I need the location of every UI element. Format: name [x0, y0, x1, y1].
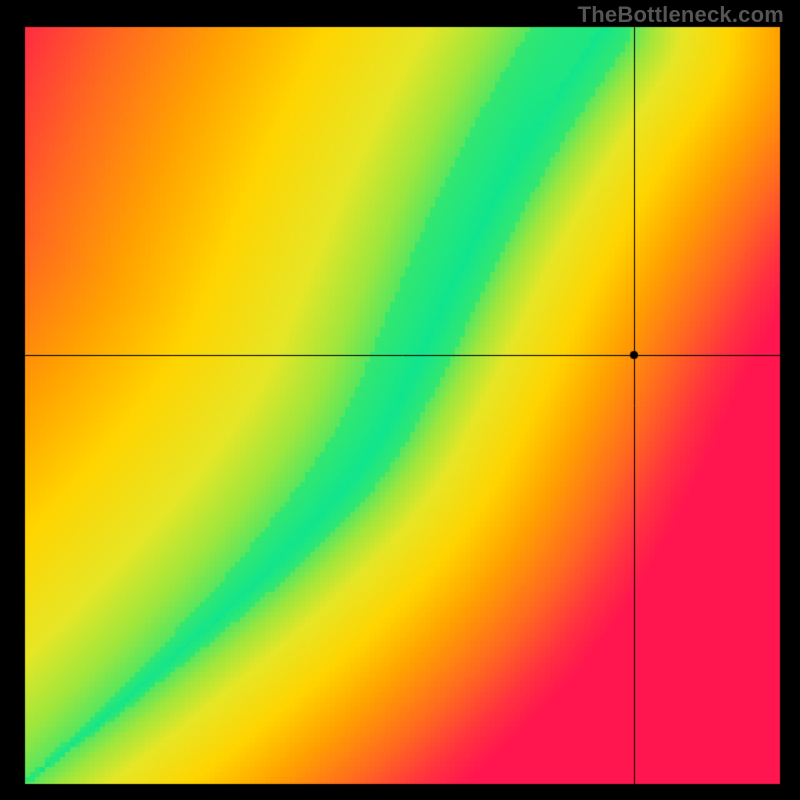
chart-container: TheBottleneck.com	[0, 0, 800, 800]
watermark-text: TheBottleneck.com	[578, 2, 784, 28]
crosshair-overlay	[0, 0, 800, 800]
